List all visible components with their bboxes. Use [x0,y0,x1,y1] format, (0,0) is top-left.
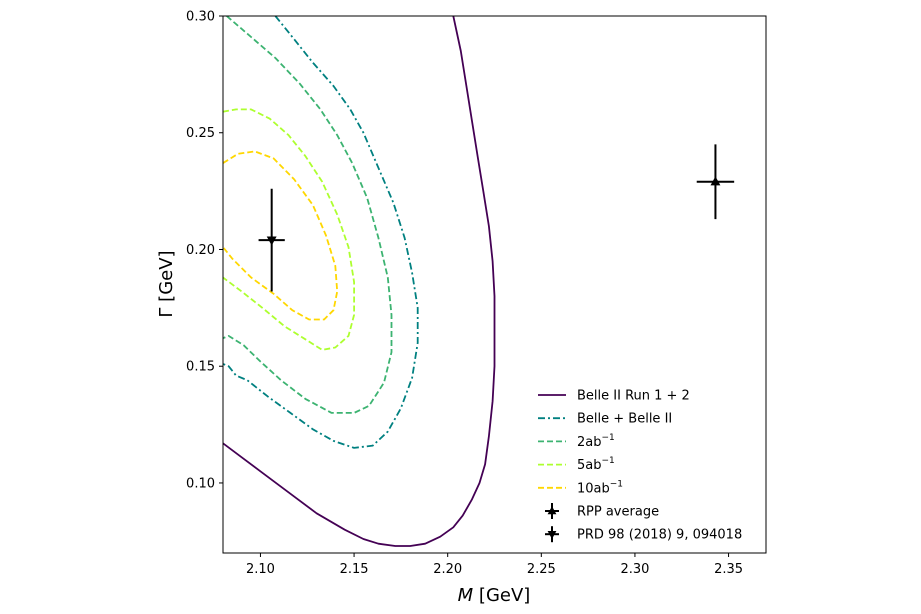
legend-label-rpp-average: RPP average [577,505,659,520]
y-tick-label: 0.20 [186,243,215,258]
y-tick-label: 0.30 [186,10,215,25]
x-tick-label: 2.20 [433,562,462,577]
series-5ab [223,108,356,351]
y-tick-label: 0.10 [186,476,215,491]
plot-frame [222,15,767,554]
series-2ab [223,16,393,414]
y-axis-ticks: 0.10 0.15 0.20 0.25 0.30 [186,10,223,491]
legend-label-prd-98-2018-9-094018: PRD 98 (2018) 9, 094018 [577,528,742,543]
legend-marker-prd-98-2018-9-094018 [547,531,557,539]
y-axis-label: Γ [GeV] [156,250,177,317]
series-belle-belle-ii [223,16,419,449]
legend-label-belle-belle-ii: Belle + Belle II [577,412,672,427]
reference-points [258,144,735,292]
legend-marker-rpp-average [547,506,557,515]
legend-label-10ab: 10ab−1 [577,479,623,496]
series-10ab [223,150,339,321]
point-prd-98-2018-9-094018-marker [266,236,277,246]
x-axis-ticks: 2.10 2.15 2.20 2.25 2.30 2.35 [246,553,743,577]
y-tick-label: 0.25 [186,126,215,141]
x-tick-label: 2.35 [714,562,743,577]
contour-curves [223,16,496,547]
series-belle-ii-run-1-2 [223,16,496,547]
legend-label-5ab: 5ab−1 [577,456,615,473]
x-tick-label: 2.15 [340,562,369,577]
x-tick-label: 2.10 [246,562,275,577]
y-tick-label: 0.15 [186,360,215,375]
point-rpp-average-marker [710,176,721,186]
x-tick-label: 2.25 [527,562,556,577]
x-axis-label: M [GeV] [458,585,531,606]
legend-label-2ab: 2ab−1 [577,433,615,450]
legend-label-belle-ii-run-1-2: Belle II Run 1 + 2 [577,389,690,404]
x-tick-label: 2.30 [620,562,649,577]
legend: Belle II Run 1 + 2 Belle + Belle II 2ab−1 5… [538,389,742,543]
